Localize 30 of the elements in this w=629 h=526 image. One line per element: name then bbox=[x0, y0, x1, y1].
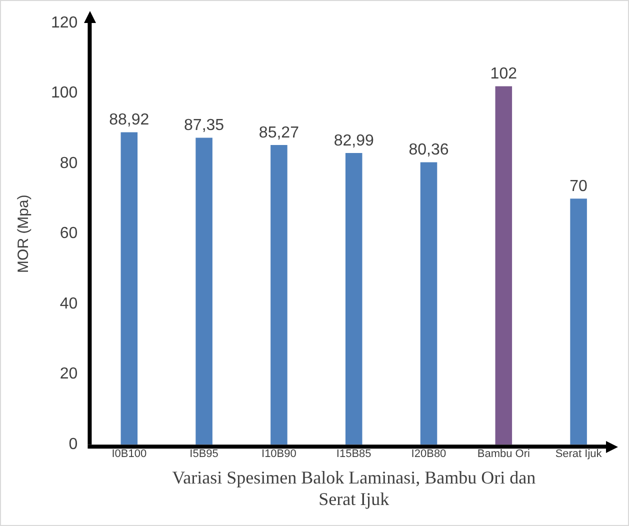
bar bbox=[270, 145, 288, 445]
y-tick-label: 20 bbox=[60, 366, 78, 383]
data-label: 80,36 bbox=[408, 142, 449, 159]
data-label: 88,92 bbox=[109, 112, 150, 129]
y-tick-label: 80 bbox=[60, 154, 78, 172]
bar bbox=[495, 86, 512, 445]
bar bbox=[120, 132, 138, 445]
bar bbox=[420, 162, 438, 445]
x-tick-label: I10B90 bbox=[262, 448, 296, 460]
y-tick-label: 60 bbox=[60, 225, 78, 242]
x-axis-title: Variasi Spesimen Balok Laminasi, Bambu Ori dan Serat Ijuk bbox=[172, 467, 536, 509]
x-tick-label: I15B85 bbox=[336, 448, 372, 460]
y-tick-label: 40 bbox=[60, 295, 78, 312]
y-tick-label: 120 bbox=[50, 14, 78, 32]
x-tick-label: Serat Ijuk bbox=[555, 448, 602, 460]
data-label: 82,99 bbox=[334, 132, 374, 150]
x-tick-label: I20B80 bbox=[411, 448, 446, 460]
data-label: 102 bbox=[490, 66, 518, 83]
y-tick-label: 100 bbox=[50, 84, 78, 102]
bar bbox=[196, 138, 212, 445]
bar bbox=[345, 153, 362, 445]
data-label: 85,27 bbox=[258, 124, 300, 142]
y-tick-label: 0 bbox=[68, 436, 78, 454]
bar bbox=[570, 198, 587, 445]
x-tick-label: Bambu Ori bbox=[477, 448, 530, 460]
data-label: 87,35 bbox=[184, 117, 224, 134]
data-label: 70 bbox=[570, 178, 588, 196]
y-axis-title: MOR (Mpa) bbox=[15, 194, 32, 273]
x-tick-label: I0B100 bbox=[112, 448, 147, 460]
x-tick-label: I5B95 bbox=[190, 448, 218, 460]
